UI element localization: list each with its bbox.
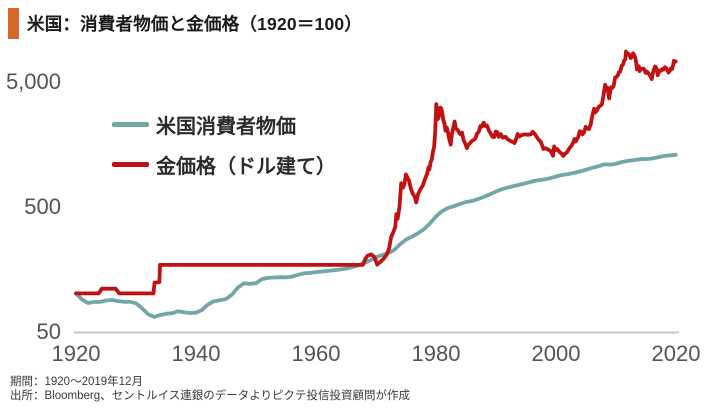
chart-title-block: 米国：消費者物価と金価格（1920＝100） bbox=[8, 8, 362, 39]
y-tick-label: 500 bbox=[24, 194, 61, 219]
x-tick-label: 1920 bbox=[52, 341, 101, 366]
cpi-line-swatch bbox=[112, 121, 149, 127]
legend-item-cpi: 米国消費者物価 bbox=[112, 104, 336, 144]
legend-item-gold: 金価格（ドル建て） bbox=[112, 144, 336, 184]
title-accent-bar bbox=[8, 8, 19, 39]
legend-label-cpi: 米国消費者物価 bbox=[156, 115, 296, 138]
x-tick-label: 1940 bbox=[172, 341, 221, 366]
period-note: 期間：1920～2019年12月 bbox=[10, 376, 143, 388]
x-tick-label: 2000 bbox=[532, 341, 581, 366]
page-title: 米国：消費者物価と金価格（1920＝100） bbox=[27, 14, 363, 34]
legend: 米国消費者物価 金価格（ドル建て） bbox=[112, 104, 336, 184]
x-tick-label: 1960 bbox=[292, 341, 341, 366]
gold-line-swatch bbox=[112, 161, 149, 167]
x-tick-label: 2020 bbox=[652, 341, 701, 366]
x-tick-label: 1980 bbox=[412, 341, 461, 366]
footnotes: 期間：1920～2019年12月 出所：Bloomberg、セントルイス連銀のデ… bbox=[10, 375, 410, 403]
gold-price-usd-line bbox=[74, 49, 678, 296]
legend-label-gold: 金価格（ドル建て） bbox=[156, 155, 336, 178]
source-note: 出所：Bloomberg、セントルイス連銀のデータよりピクテ投信投資顧問が作成 bbox=[10, 390, 411, 402]
y-tick-label: 50 bbox=[37, 319, 61, 344]
y-tick-label: 5,000 bbox=[6, 69, 61, 94]
